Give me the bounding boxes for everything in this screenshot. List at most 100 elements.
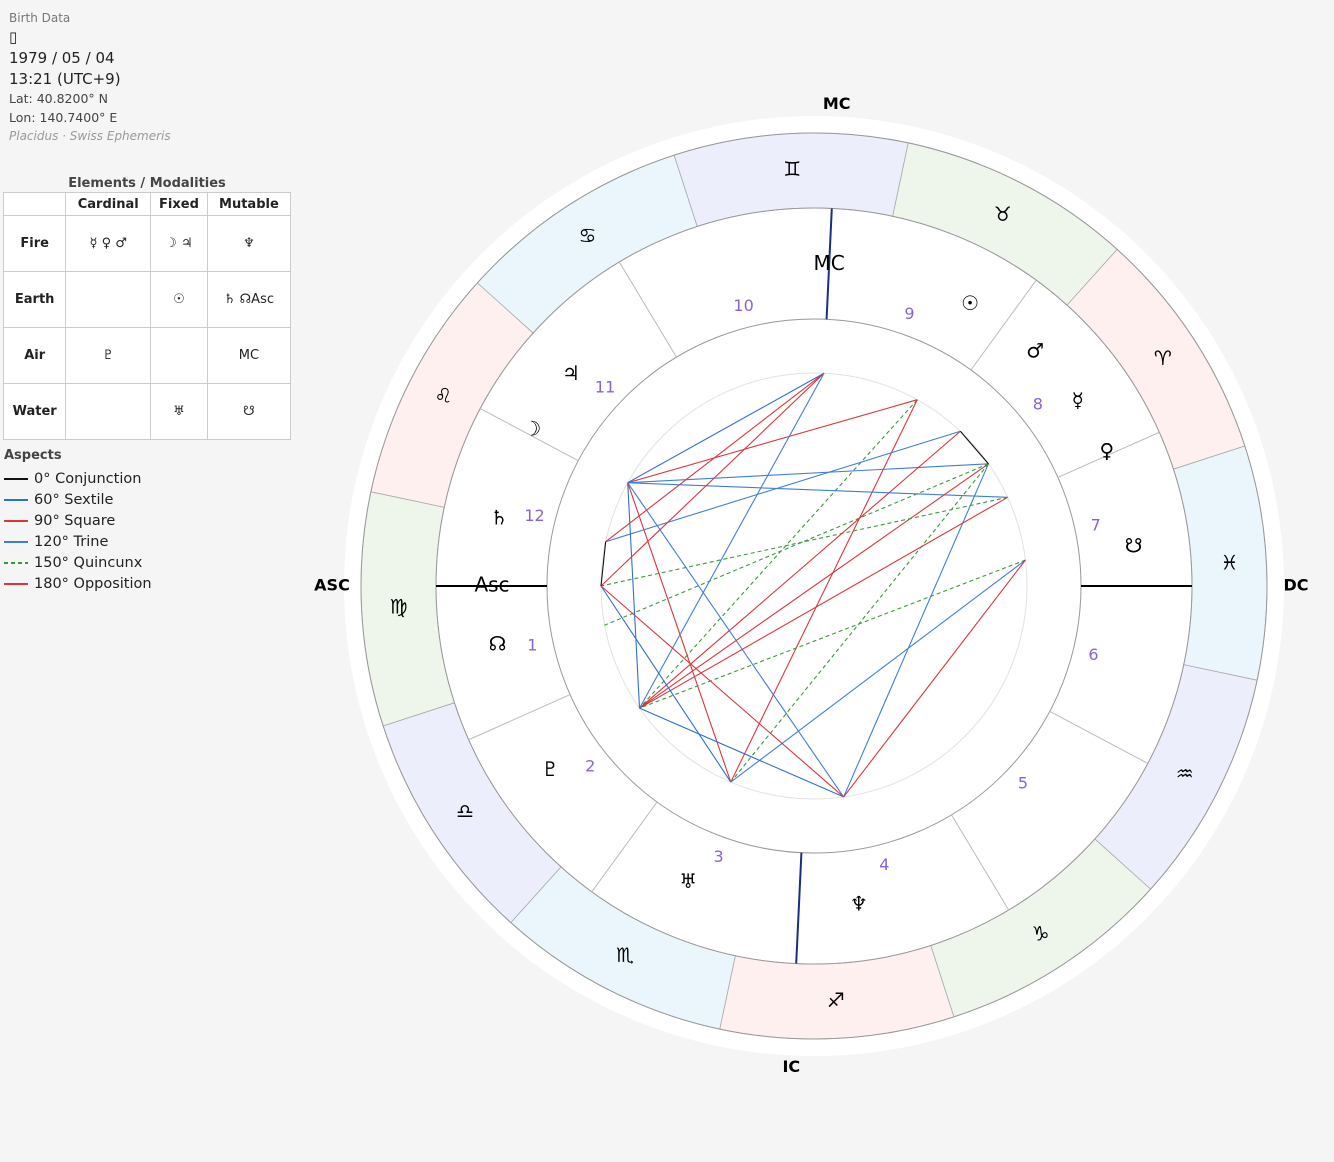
aspect-line — [730, 463, 989, 783]
legend-item: 150° Quincunx — [4, 552, 152, 573]
aspect-line — [639, 430, 961, 709]
planet-glyph: ♇ — [541, 757, 559, 781]
aspect-line — [627, 372, 825, 484]
legend-label: 60° Sextile — [34, 491, 114, 508]
table-row: Earth ☉ ♄ ☊Asc — [2, 271, 292, 328]
table-cell: ♅ — [150, 383, 208, 440]
aspect-line — [627, 482, 845, 798]
house-number: 3 — [713, 847, 723, 866]
legend-swatch — [4, 561, 28, 564]
house-number: 8 — [1033, 394, 1043, 413]
house-cusp — [591, 801, 658, 893]
table-cell — [150, 327, 208, 384]
planet-glyph: ☽ — [523, 416, 541, 440]
legend-item: 180° Opposition — [4, 573, 152, 594]
sign-glyph: ♈ — [1154, 346, 1172, 370]
house-number: 2 — [585, 757, 595, 776]
angle-label: ASC — [314, 576, 350, 595]
angle-label: IC — [782, 1057, 800, 1076]
table-cell: ♄ ☊Asc — [206, 271, 292, 328]
aspect-line — [600, 585, 845, 798]
zodiac-outer — [360, 132, 1268, 1040]
legend-item: 60° Sextile — [4, 489, 152, 510]
aspect-line — [605, 430, 961, 543]
aspect-line — [843, 463, 989, 798]
aspect-line — [600, 541, 607, 587]
row-header: Water — [2, 383, 67, 440]
house-number: 5 — [1018, 774, 1028, 793]
angle-label: DC — [1283, 576, 1308, 595]
house-cusp — [618, 261, 677, 358]
house-number: 9 — [904, 304, 914, 323]
sign-glyph: ♋ — [578, 224, 596, 248]
table-cell: ♇ — [65, 327, 152, 384]
aspect-line — [730, 559, 1026, 783]
legend-label: 120° Trine — [34, 533, 109, 550]
date: 1979 / 05 / 04 — [9, 49, 115, 67]
aspect-line — [639, 707, 844, 798]
row-header: Air — [2, 327, 67, 384]
legend-item: 120° Trine — [4, 531, 152, 552]
planet-glyph: ♃ — [562, 361, 580, 385]
aspect-line — [959, 430, 989, 465]
house-number: 4 — [879, 855, 889, 874]
sign-glyph: ♐ — [827, 988, 845, 1012]
planet-glyph: ♄ — [490, 506, 508, 530]
row-header: Earth — [2, 271, 67, 328]
planet-glyph: ☊ — [489, 632, 507, 656]
sign-glyph: ♎ — [456, 799, 474, 823]
legend-label: 0° Conjunction — [34, 470, 142, 487]
aspect-line — [605, 372, 825, 543]
aspect-line — [604, 463, 989, 626]
aspect-line — [730, 399, 918, 783]
table-cell: MC — [206, 327, 292, 384]
table-row: Air ♇ MC — [2, 327, 292, 384]
aspect-line — [600, 496, 1008, 587]
house-cusp — [1049, 710, 1148, 764]
table-row: Fire ☿ ♀ ♂ ☽ ♃ ♆ — [2, 215, 292, 272]
legend-title: Aspects — [4, 448, 62, 463]
elements-table: Elements / Modalities Cardinal Fixed Mutab… — [2, 176, 292, 440]
house-number: 1 — [527, 635, 537, 654]
longitude: Lon: 140.7400° E — [9, 109, 118, 125]
house-cusp — [970, 279, 1037, 371]
planet-glyph: ♅ — [679, 869, 697, 893]
planet-glyph: ♆ — [850, 891, 868, 915]
legend-swatch — [4, 540, 28, 543]
house-cusp — [795, 852, 803, 964]
row-header: Fire — [2, 215, 67, 272]
latitude: Lat: 40.8200° N — [9, 91, 108, 106]
house-cusp — [951, 814, 1010, 911]
table-row: Water ♅ ☋ — [2, 383, 292, 440]
table-cell: ☋ — [206, 383, 292, 440]
aspect-line — [627, 482, 732, 783]
sign-glyph: ♏ — [616, 943, 634, 967]
planet-glyph: ♀ — [1099, 438, 1114, 462]
house-number: 7 — [1091, 516, 1101, 535]
house-number: 12 — [524, 506, 544, 525]
legend-swatch — [4, 498, 28, 501]
table-cell — [65, 271, 152, 328]
table-title: Elements / Modalities — [68, 176, 226, 191]
legend-swatch — [4, 519, 28, 522]
aspect-line — [600, 585, 732, 783]
sign-glyph: ♓ — [1220, 551, 1238, 575]
legend-swatch — [4, 582, 28, 585]
angle-label: MC — [823, 94, 851, 113]
aspect-line — [627, 399, 918, 484]
sign-glyph: ♑ — [1032, 921, 1050, 945]
legend-item: 0° Conjunction — [4, 468, 152, 489]
legend-label: 90° Square — [34, 512, 116, 529]
aspect-line — [639, 372, 825, 709]
sign-glyph: ♍ — [390, 594, 408, 618]
sign-glyph: ♉ — [994, 202, 1012, 226]
legend-swatch — [4, 477, 28, 480]
sign-glyph: ♊ — [783, 157, 801, 181]
house-number: 11 — [595, 377, 615, 396]
panel-title: Birth Data — [9, 11, 71, 25]
planet-glyph: MC — [814, 251, 845, 275]
system: Placidus · Swiss Ephemeris — [9, 129, 171, 143]
legend-label: 180° Opposition — [34, 575, 152, 592]
